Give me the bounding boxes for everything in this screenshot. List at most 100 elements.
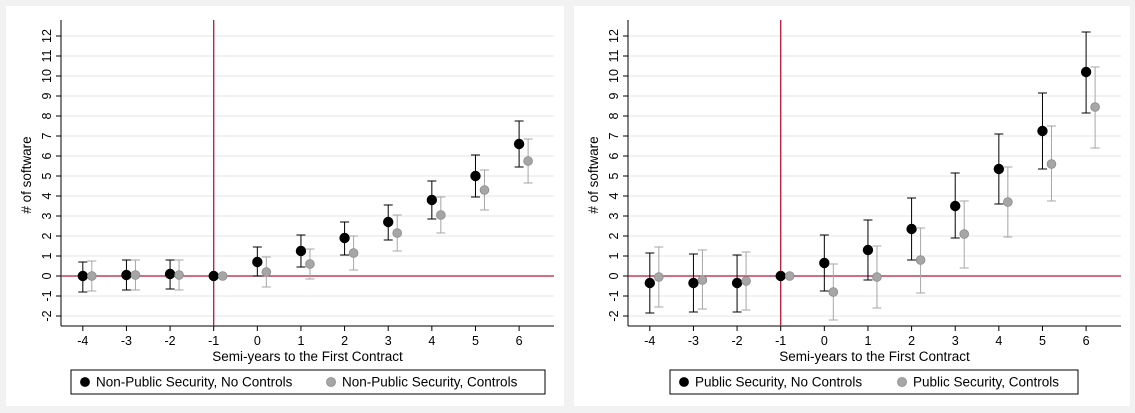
y-tick-label: -1 [40,290,54,301]
y-tick-label: 8 [40,112,54,119]
x-tick-label: 6 [1083,334,1090,348]
data-point [87,271,97,281]
y-tick-label: 12 [40,29,54,43]
y-tick-label: 3 [607,212,621,219]
x-axis-title: Semi-years to the First Contract [212,349,403,364]
legend: Non-Public Security, No Controls Non-Publ… [70,369,546,395]
data-point [915,255,926,265]
y-tick-label: 4 [607,192,621,199]
x-tick-label: -1 [208,334,219,348]
legend: Public Security, No Controls Public Secur… [669,369,1079,395]
y-tick-label: 4 [40,192,54,199]
data-point [217,271,228,281]
x-tick-label: 1 [297,334,304,348]
data-point [305,259,315,269]
data-point [819,257,830,269]
x-tick-label: -3 [688,334,699,348]
data-point [862,244,874,256]
x-tick-label: 4 [995,334,1002,348]
data-point [77,270,89,282]
x-tick-label: 3 [952,334,959,348]
y-tick-label: 8 [607,112,621,119]
data-point [208,270,219,282]
data-point [993,163,1005,175]
data-point [654,272,664,282]
y-tick-label: 10 [607,69,621,83]
y-axis-title: # of software [19,136,34,213]
legend-label: Public Security, Controls [913,375,1059,390]
legend-marker [897,377,907,387]
chart-panel-public: -2 -1 0 1 2 3 4 5 6 7 8 9 10 11 12 -4 -3 -2 -1 0 1 2 3 4 5 6 Semi-… [574,6,1130,406]
data-point [164,268,176,280]
x-tick-label: -2 [732,334,743,348]
legend-box [669,369,1079,395]
legend-marker [679,377,689,387]
series-controls [87,138,533,292]
data-point [295,245,307,257]
legend-label: Public Security, No Controls [695,375,862,390]
data-point [392,228,403,238]
data-point [828,287,839,297]
data-point [121,269,132,281]
y-tick-label: 1 [607,252,621,259]
data-point [1080,66,1092,78]
y-tick-label: 11 [607,49,621,62]
y-axis-title: # of software [586,136,601,213]
x-tick-label: 2 [341,334,348,348]
series-no-controls [644,31,1092,314]
y-tick-label: 2 [40,232,54,239]
data-point [1037,125,1048,137]
data-point [513,138,525,150]
data-point [470,170,481,182]
x-tick-label: 3 [385,334,392,348]
data-point [906,223,917,235]
data-point [436,210,446,220]
y-tick-label: 12 [607,29,621,43]
y-tick-label: -2 [607,310,621,321]
x-tick-label: 4 [428,334,435,348]
y-tick-label: 9 [607,92,621,99]
x-tick-label: 5 [1039,334,1046,348]
y-tick-label: 7 [607,132,621,139]
data-point [1090,102,1100,112]
y-tick-label: 0 [607,272,621,279]
x-tick-label: 0 [821,334,828,348]
y-tick-label: -2 [40,310,54,321]
legend-label: Non-Public Security, No Controls [96,375,293,390]
data-point [523,156,533,166]
series-no-controls [77,120,525,293]
y-tick-label: 9 [40,92,54,99]
data-point [479,185,490,195]
y-tick-label: 5 [40,172,54,179]
x-tick-label: 0 [254,334,261,348]
data-point [731,277,743,289]
data-point [688,277,699,289]
x-tick-label: 6 [516,334,523,348]
y-tick-label: 2 [607,232,621,239]
data-point [644,277,656,289]
y-tick-label: 0 [40,272,54,279]
data-point [339,232,350,244]
y-tick-label: 1 [40,252,54,259]
data-point [174,270,184,280]
data-point [741,276,751,286]
y-tick-label: 6 [40,152,54,159]
data-point [959,229,970,239]
x-tick-label: -4 [77,334,88,348]
x-tick-label: 5 [472,334,479,348]
data-point [872,272,882,282]
x-tick-label: 2 [908,334,915,348]
data-point [1003,197,1013,207]
data-point [775,270,786,282]
y-tick-label: 11 [40,49,54,62]
data-point [348,248,359,258]
y-tick-label: 10 [40,69,54,83]
y-tick-label: 6 [607,152,621,159]
x-tick-label: -2 [165,334,176,348]
chart-panel-non-public: -2 -1 0 1 2 3 4 5 6 7 8 9 10 11 12 -4 -3 -2 -1 0 1 2 3 4 5 6 Semi-… [6,6,564,406]
x-tick-label: -4 [644,334,655,348]
x-axis-title: Semi-years to the First Contract [779,349,970,364]
data-point [784,271,795,281]
